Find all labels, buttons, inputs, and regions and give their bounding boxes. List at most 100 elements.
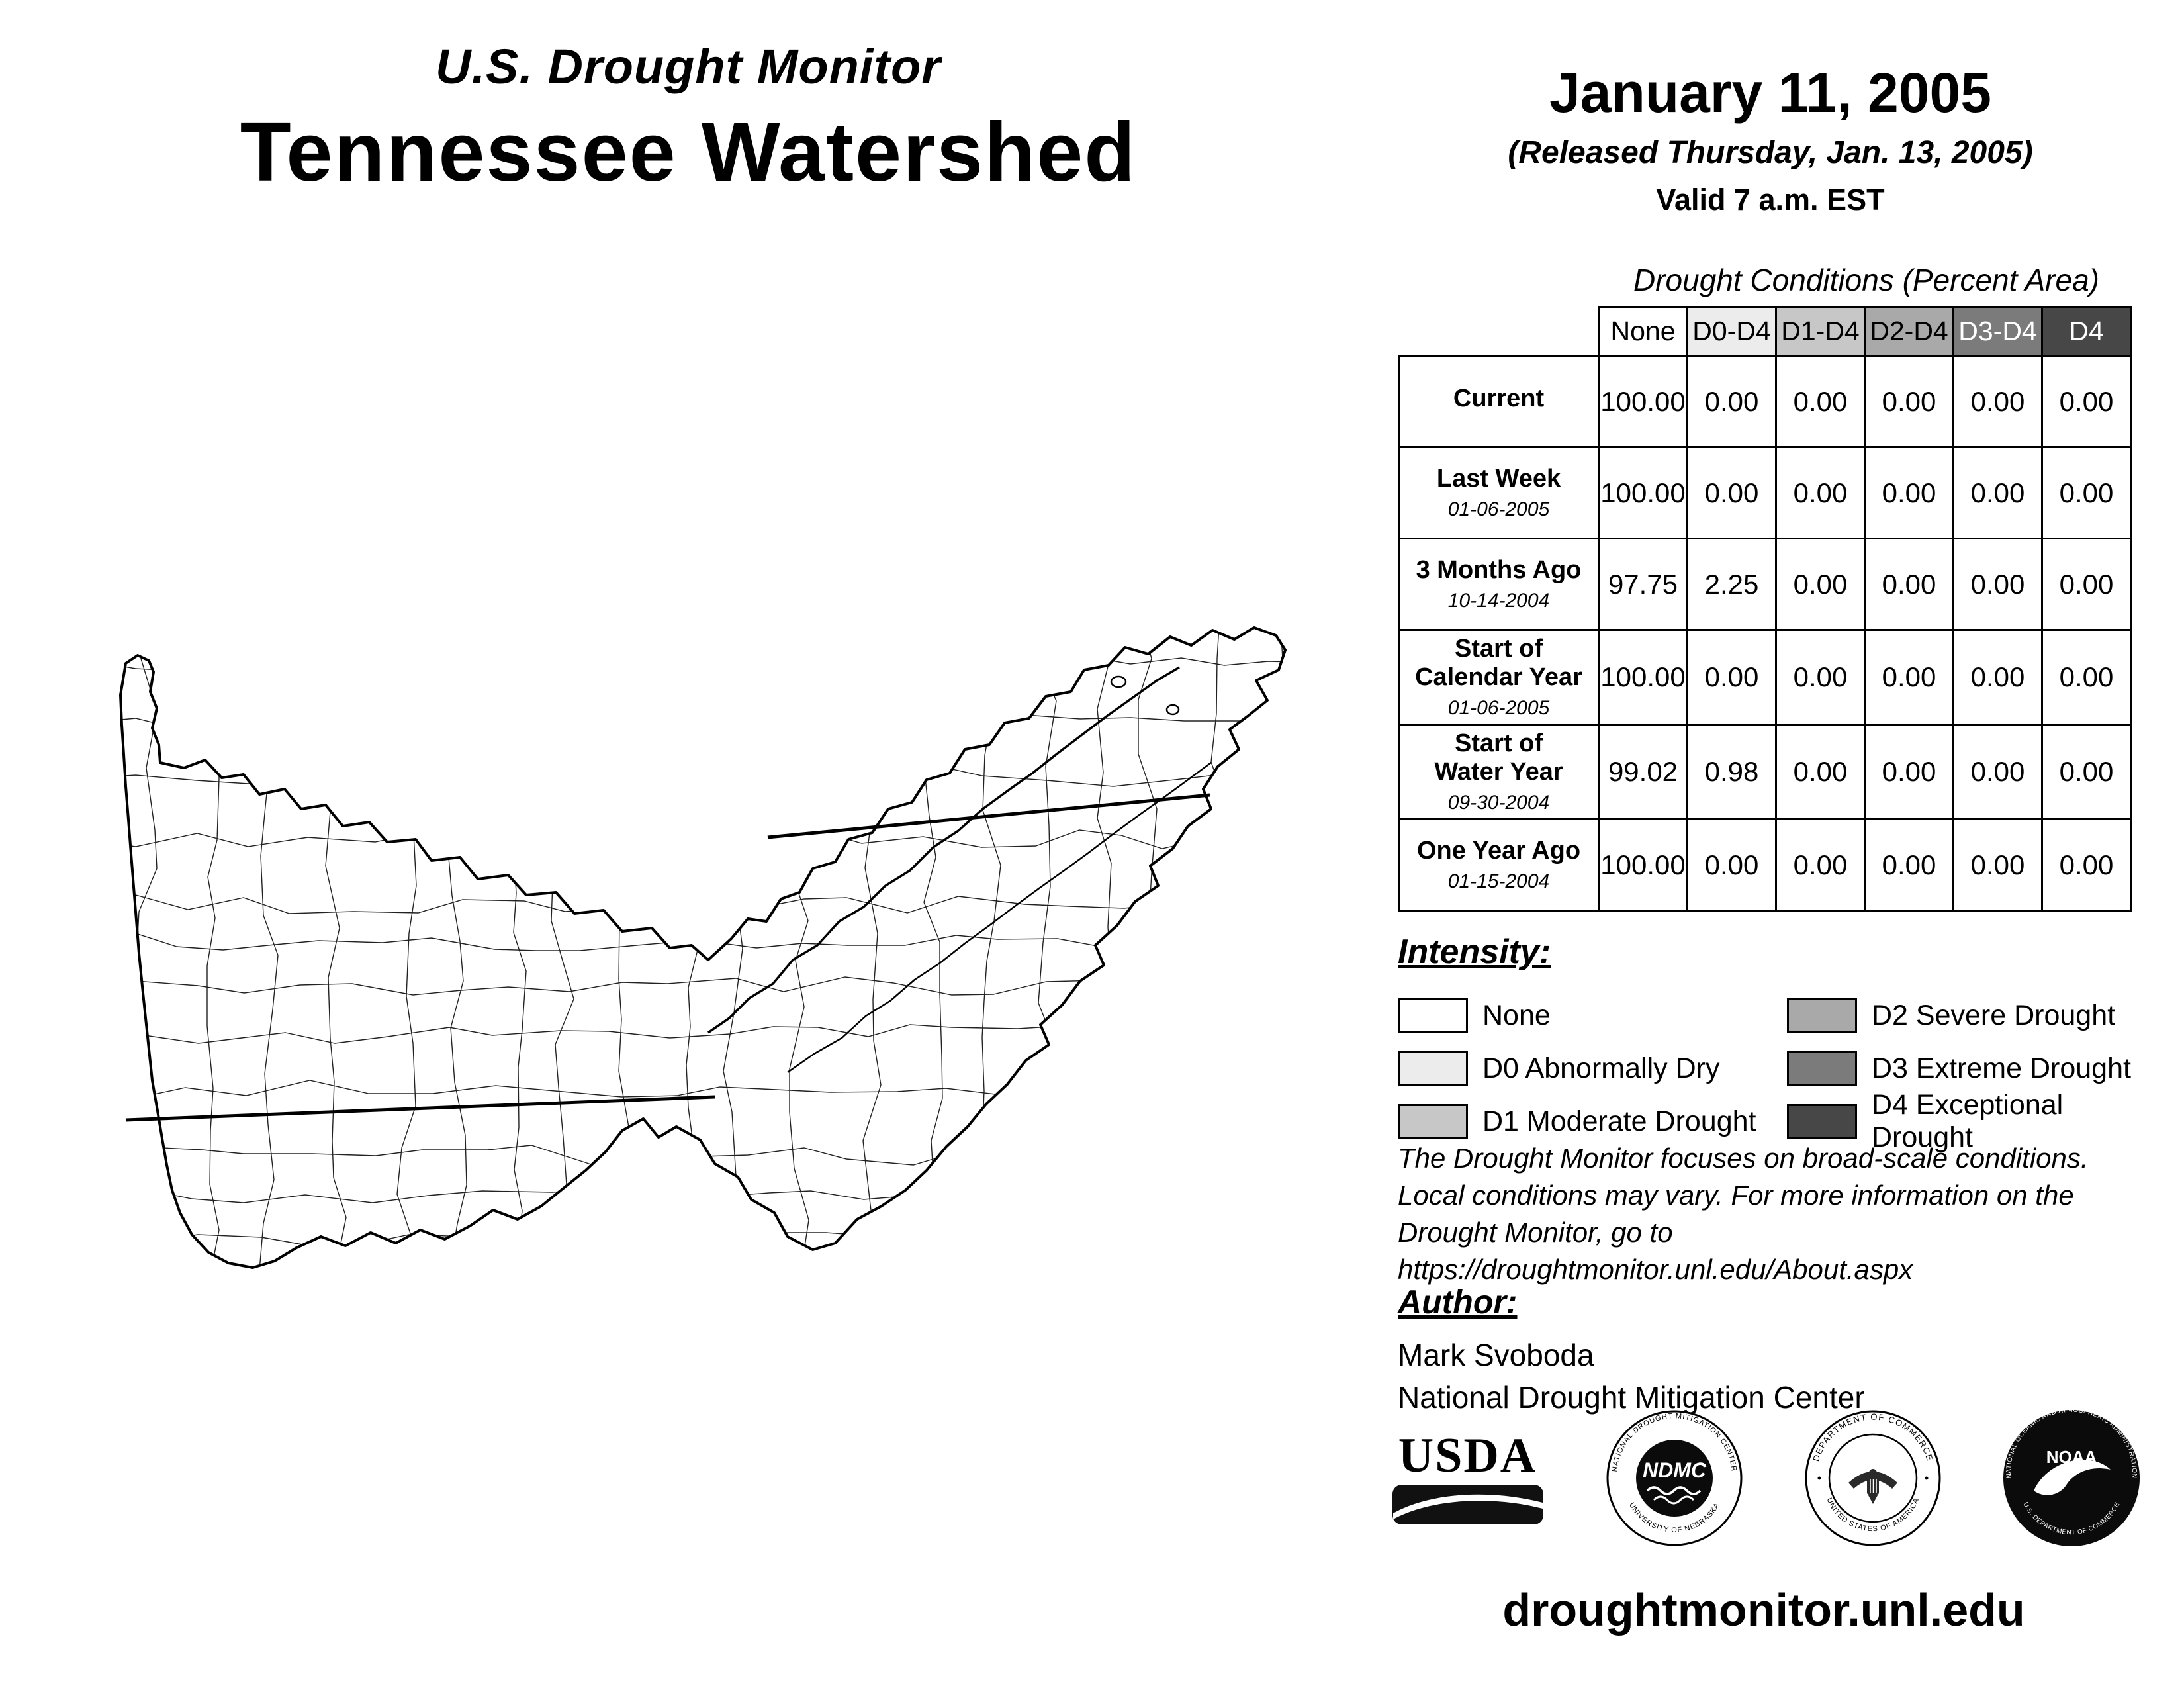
drought-conditions-table: None D0-D4 D1-D4 D2-D4 D3-D4 D4 Current …	[1398, 306, 2132, 912]
usda-wordmark: USDA	[1398, 1429, 1537, 1483]
table-row: Start of Water Year 09-30-2004 99.02 0.98…	[1398, 724, 2132, 820]
valid-time: Valid 7 a.m. EST	[1656, 183, 1885, 216]
row-label: Start of Water Year 09-30-2004	[1398, 724, 1600, 820]
row-label-text: Current	[1453, 385, 1545, 412]
column-header-d1d4: D1-D4	[1775, 306, 1866, 357]
city-enclave-marker	[1110, 675, 1127, 688]
legend-swatch-d0	[1398, 1051, 1468, 1086]
row-label-text: 3 Months Ago	[1416, 556, 1582, 584]
table-row: 3 Months Ago 10-14-2004 97.75 2.25 0.00 0…	[1398, 538, 2132, 631]
table-cell: 0.00	[1686, 446, 1777, 539]
ndmc-logo: NATIONAL DROUGHT MITIGATION CENTER UNIVE…	[1606, 1410, 1743, 1546]
legend-item-d2: D2 Severe Drought	[1787, 998, 2165, 1033]
table-cell: 0.00	[1864, 724, 1954, 820]
table-cell: 0.00	[1952, 538, 2043, 631]
table-cell: 0.00	[2041, 538, 2132, 631]
disclaimer-line: Local conditions may vary. For more info…	[1398, 1179, 2074, 1211]
watershed-fill	[120, 628, 1285, 1268]
county-line	[93, 1280, 1291, 1301]
table-cell: 0.00	[1775, 818, 1866, 912]
row-label-text: Start of Water Year	[1434, 729, 1563, 786]
report-header: U.S. Drought Monitor Tennessee Watershed	[185, 38, 1191, 200]
row-label-text: One Year Ago	[1416, 837, 1581, 865]
column-header-d3d4: D3-D4	[1952, 306, 2043, 357]
commerce-logo: DEPARTMENT OF COMMERCE UNITED STATES OF …	[1805, 1410, 1941, 1546]
table-cell: 0.00	[1952, 355, 2043, 448]
legend-item-d3: D3 Extreme Drought	[1787, 1051, 2165, 1086]
table-cell: 99.02	[1598, 724, 1688, 820]
author-org: National Drought Mitigation Center	[1398, 1380, 1865, 1415]
legend-swatch-none	[1398, 998, 1468, 1033]
table-cell: 0.00	[1686, 355, 1777, 448]
region-title: Tennessee Watershed	[240, 105, 1137, 199]
row-label-text: Start of Calendar Year	[1415, 635, 1582, 691]
author-title: Author:	[1398, 1284, 1518, 1321]
ndmc-wordmark: NDMC	[1643, 1458, 1707, 1482]
table-cell: 0.00	[2041, 724, 2132, 820]
table-cell: 0.00	[1775, 446, 1866, 539]
row-label: One Year Ago 01-15-2004	[1398, 818, 1600, 912]
watershed-outline	[119, 626, 1287, 1269]
legend-swatch-d1	[1398, 1104, 1468, 1139]
table-cell: 0.98	[1686, 724, 1777, 820]
legend-label: None	[1482, 999, 1551, 1031]
legend-label: D3 Extreme Drought	[1872, 1052, 2131, 1084]
disclaimer-line: Drought Monitor, go to https://droughtmo…	[1398, 1216, 1913, 1285]
table-corner-cell	[1399, 307, 1599, 356]
row-label: 3 Months Ago 10-14-2004	[1398, 538, 1600, 631]
legend-item-d0: D0 Abnormally Dry	[1398, 1051, 1787, 1086]
row-label: Last Week 01-06-2005	[1398, 446, 1600, 539]
state-border-line-east	[767, 793, 1210, 839]
legend-swatch-d2	[1787, 998, 1857, 1033]
table-cell: 0.00	[1775, 629, 1866, 726]
table-row: Start of Calendar Year 01-06-2005 100.00 …	[1398, 629, 2132, 726]
table-cell: 0.00	[2041, 629, 2132, 726]
disclaimer-line: The Drought Monitor focuses on broad-sca…	[1398, 1143, 2089, 1174]
legend-label: D2 Severe Drought	[1872, 999, 2116, 1031]
state-border-line-west	[125, 1095, 715, 1122]
table-row: Current 100.00 0.00 0.00 0.00 0.00 0.00	[1398, 355, 2132, 448]
usda-logo: USDA	[1390, 1428, 1545, 1528]
row-label-text: Last Week	[1436, 465, 1561, 492]
table-row: One Year Ago 01-15-2004 100.00 0.00 0.00 …	[1398, 818, 2132, 912]
table-cell: 0.00	[1864, 355, 1954, 448]
table-cell: 100.00	[1598, 818, 1688, 912]
table-row: Last Week 01-06-2005 100.00 0.00 0.00 0.0…	[1398, 446, 2132, 539]
watershed-map-svg	[93, 626, 1291, 1301]
table-cell: 0.00	[1864, 629, 1954, 726]
row-date: 01-06-2005	[1447, 498, 1550, 520]
table-cell: 0.00	[1864, 538, 1954, 631]
table-cell: 0.00	[1686, 818, 1777, 912]
table-cell: 0.00	[1952, 446, 2043, 539]
table-cell: 0.00	[1864, 446, 1954, 539]
table-cell: 0.00	[1864, 818, 1954, 912]
disclaimer: The Drought Monitor focuses on broad-sca…	[1398, 1140, 2184, 1288]
legend-label: D4 Exceptional Drought	[1872, 1089, 2064, 1153]
intensity-legend: Intensity: None D0 Abnormally Dry D1 Mod…	[1398, 932, 2165, 1153]
legend-swatch-d3	[1787, 1051, 1857, 1086]
intensity-title: Intensity:	[1398, 933, 1551, 971]
legend-grid: None D0 Abnormally Dry D1 Moderate Droug…	[1398, 989, 2165, 1153]
table-cell: 2.25	[1686, 538, 1777, 631]
table-cell: 100.00	[1598, 355, 1688, 448]
table-cell: 0.00	[2041, 446, 2132, 539]
table-cell: 100.00	[1598, 446, 1688, 539]
column-header-none: None	[1598, 306, 1688, 357]
column-header-d2d4: D2-D4	[1864, 306, 1954, 357]
table-header-row: None D0-D4 D1-D4 D2-D4 D3-D4 D4	[1399, 306, 2132, 357]
table-cell: 100.00	[1598, 629, 1688, 726]
table-cell: 0.00	[1952, 818, 2043, 912]
table-cell: 0.00	[2041, 355, 2132, 448]
eagle-emblem-icon	[1848, 1469, 1897, 1504]
usda-swoosh-icon	[1392, 1485, 1543, 1524]
row-date: 01-15-2004	[1447, 870, 1550, 892]
county-line	[1270, 628, 1285, 1268]
subbasin-divide	[707, 666, 1180, 1034]
row-date: 10-14-2004	[1447, 590, 1550, 612]
legend-swatch-d4	[1787, 1104, 1857, 1139]
date-block: January 11, 2005 (Released Thursday, Jan…	[1377, 61, 2164, 217]
column-header-d4: D4	[2041, 306, 2132, 357]
table-cell: 0.00	[1775, 538, 1866, 631]
table-cell: 0.00	[1775, 724, 1866, 820]
